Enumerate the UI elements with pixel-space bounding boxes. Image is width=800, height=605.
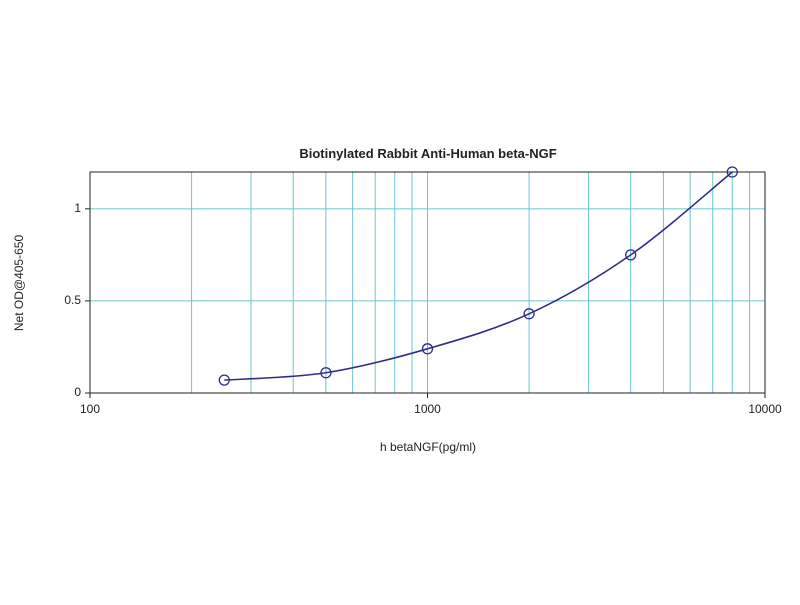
y-axis-label: Net OD@405-650 bbox=[12, 235, 26, 332]
fit-curve bbox=[224, 171, 733, 381]
x-axis-label: h betaNGF(pg/ml) bbox=[380, 440, 476, 454]
plot-frame bbox=[89, 171, 766, 394]
data-point bbox=[523, 308, 535, 320]
data-point bbox=[726, 166, 738, 178]
y-tick-label: 1 bbox=[74, 201, 81, 215]
data-point bbox=[421, 343, 434, 355]
y-tick-label: 0.5 bbox=[64, 293, 81, 307]
data-point bbox=[218, 374, 230, 386]
y-tick-label: 0 bbox=[74, 385, 81, 399]
data-point bbox=[320, 367, 332, 379]
x-tick-label: 1000 bbox=[414, 402, 441, 416]
x-tick-label: 100 bbox=[80, 402, 100, 416]
chart-title: Biotinylated Rabbit Anti-Human beta-NGF bbox=[299, 146, 556, 161]
data-point bbox=[625, 249, 637, 261]
x-tick-label: 10000 bbox=[748, 402, 782, 416]
